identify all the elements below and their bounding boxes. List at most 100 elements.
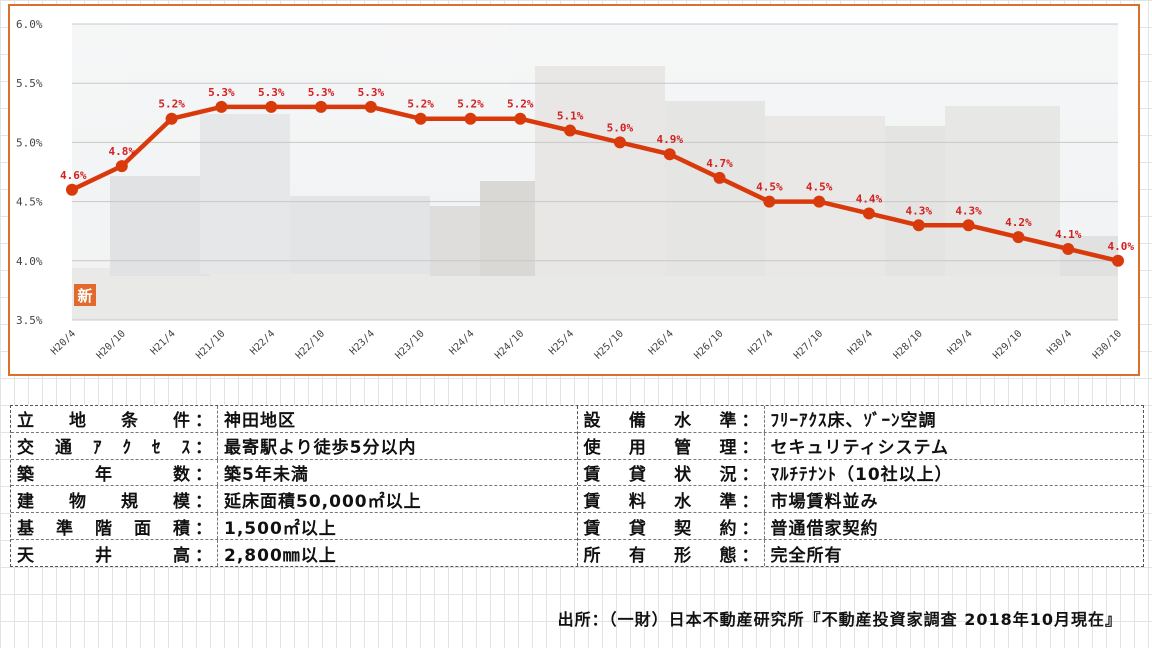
x-tick-label: H23/4 (348, 328, 377, 357)
y-tick-label: 5.0% (16, 136, 43, 149)
data-point (962, 219, 975, 232)
condition-row: 設備水準：ﾌﾘｰｱｸｽ床、ｿﾞｰﾝ空調 (577, 406, 1143, 433)
data-label: 5.3% (208, 86, 235, 99)
condition-key: 交通ｱｸｾｽ (17, 438, 191, 459)
condition-value: 最寄駅より徒歩5分以内 (217, 432, 577, 459)
conditions-table: 立地条件：神田地区 交通ｱｸｾｽ：最寄駅より徒歩5分以内築 年 数：築5年未満 建物… (10, 405, 1144, 567)
background-photo (72, 24, 1118, 320)
condition-row: 立地条件：神田地区 (11, 406, 577, 433)
x-axis: H20/4 H20/10 H21/4 H21/10 H22/4 H22/10 H23/4 H2… (49, 328, 1124, 361)
y-tick-label: 4.0% (16, 255, 43, 268)
data-label: 4.9% (656, 133, 683, 146)
data-point (315, 100, 328, 113)
x-tick-label: H26/10 (692, 328, 725, 361)
condition-row: 賃貸状況：ﾏﾙﾁﾃﾅﾝﾄ（10社以上） (577, 459, 1143, 487)
condition-value: 延床面積50,000㎡以上 (217, 486, 577, 513)
condition-row: 建物規模：延床面積50,000㎡以上 (11, 486, 577, 514)
data-point (165, 112, 178, 125)
data-point (763, 195, 776, 208)
condition-row: 交通ｱｸｾｽ：最寄駅より徒歩5分以内 (11, 432, 577, 460)
condition-row: 天 井 高： 2,800㎜以上 (11, 540, 577, 566)
x-tick-label: H22/4 (248, 328, 277, 357)
condition-separator: ： (195, 411, 213, 432)
condition-value: 1,500㎡以上 (217, 513, 577, 540)
data-label: 4.1% (1055, 228, 1082, 241)
x-tick-label: H20/10 (95, 328, 128, 361)
condition-key: 基準階面積 (17, 518, 191, 539)
condition-row: 築 年 数：築5年未満 (11, 459, 577, 487)
condition-key: 賃貸状況 (583, 465, 738, 486)
condition-value: 完全所有 (763, 540, 1144, 566)
x-tick-label: H27/4 (746, 328, 775, 357)
data-label: 4.8% (109, 145, 136, 158)
condition-key: 天 井 高 (17, 545, 191, 566)
data-label: 5.2% (407, 98, 434, 111)
x-tick-label: H22/10 (294, 328, 327, 361)
source-note: 出所：（一財）日本不動産研究所『不動産投資家調査 2018年10月現在』 (557, 610, 1122, 629)
x-tick-label: H21/4 (149, 328, 178, 357)
data-label: 5.3% (308, 86, 335, 99)
yield-line-chart: 新 3.5%4.0%4.5%5.0%5.5%6.0% H20/4 H20/10 H2… (16, 18, 1135, 362)
data-point (414, 112, 427, 125)
data-label: 4.2% (1005, 216, 1032, 229)
condition-value: 普通借家契約 (763, 513, 1144, 540)
data-point (1062, 242, 1075, 255)
y-axis: 3.5% 4.0% 4.5% 5.0% 5.5% 6.0% (16, 18, 43, 327)
x-tick-label: H24/10 (493, 328, 526, 361)
x-tick-label: H30/10 (1091, 328, 1124, 361)
data-point (265, 100, 278, 113)
condition-separator: ： (741, 545, 760, 566)
data-label: 5.1% (557, 110, 584, 123)
data-label: 4.6% (60, 169, 87, 182)
series-line (71, 104, 1119, 263)
data-label: 5.2% (457, 98, 484, 111)
condition-value: 築5年未満 (217, 459, 577, 486)
data-point (514, 112, 527, 125)
data-point (364, 100, 377, 113)
y-tick-label: 6.0% (16, 18, 43, 31)
data-point (66, 183, 78, 196)
condition-separator: ： (741, 438, 760, 459)
condition-key: 使用管理 (583, 438, 738, 459)
data-point (115, 160, 128, 173)
condition-key: 設備水準 (583, 411, 738, 432)
x-tick-label: H28/4 (846, 328, 875, 357)
data-label: 5.3% (258, 86, 285, 99)
data-label: 4.3% (955, 204, 982, 217)
x-tick-label: H27/10 (792, 328, 825, 361)
condition-key: 賃貸契約 (583, 518, 738, 539)
y-tick-label: 3.5% (16, 314, 43, 327)
data-point (564, 124, 577, 137)
data-point (613, 136, 626, 149)
y-tick-label: 5.5% (16, 77, 43, 90)
x-tick-label: H30/4 (1045, 328, 1074, 357)
data-point (215, 100, 228, 113)
condition-key: 建物規模 (17, 491, 191, 512)
condition-row: 使用管理：セキュリティシステム (577, 432, 1144, 460)
x-tick-label: H21/10 (194, 328, 227, 361)
condition-separator: ： (195, 545, 213, 566)
condition-separator: ： (195, 518, 213, 539)
condition-value: 2,800㎜以上 (217, 540, 577, 566)
chart-frame: 新 3.5% 4.0% 4.5% 5.0% 5.5% 6.0% H20/4 H20/10 H2… (8, 4, 1140, 376)
data-label: 4.5% (756, 181, 783, 194)
data-point (813, 195, 826, 208)
x-tick-label: H20/4 (49, 328, 78, 357)
condition-separator: ： (741, 518, 760, 539)
condition-separator: ： (195, 491, 213, 512)
condition-row: 基準階面積： 1,500㎡以上 (11, 513, 577, 541)
condition-value: セキュリティシステム (763, 432, 1144, 459)
condition-separator: ： (741, 465, 760, 486)
condition-value: 神田地区 (217, 406, 577, 432)
condition-separator: ： (741, 411, 760, 432)
condition-separator: ： (195, 465, 213, 486)
condition-value: 市場賃料並み (763, 486, 1144, 513)
data-point (912, 219, 925, 232)
data-label: 4.0% (1108, 240, 1135, 253)
data-label: 5.3% (358, 86, 385, 99)
x-tick-label: H25/4 (547, 328, 576, 357)
condition-key: 築 年 数 (17, 465, 191, 486)
data-label: 5.0% (607, 121, 634, 134)
data-point (663, 148, 676, 161)
data-label: 4.5% (806, 181, 833, 194)
